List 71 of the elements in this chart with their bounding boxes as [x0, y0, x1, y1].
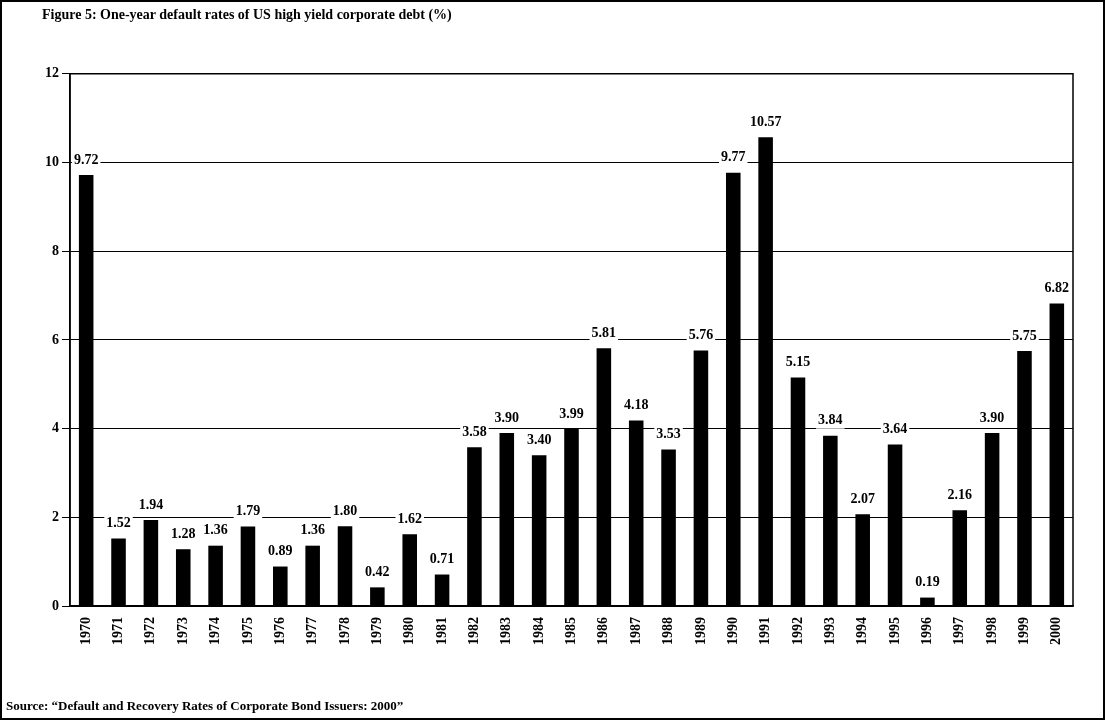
x-tick-label: 1992 [789, 617, 805, 645]
x-tick-label: 2000 [1048, 617, 1064, 645]
data-label: 0.19 [915, 574, 940, 590]
x-tick-label: 1996 [919, 617, 935, 645]
data-label: 3.58 [462, 423, 487, 439]
data-label: 3.90 [979, 409, 1005, 425]
chart-title: Figure 5: One-year default rates of US high yield corporate debt (%) [42, 7, 453, 24]
x-tick-label: 1995 [886, 617, 902, 645]
source-note: Source: “Default and Recovery Rates of Corporate Bond Issuers: 2000” [6, 698, 404, 714]
x-tick-label: 1985 [563, 617, 579, 645]
x-tick-label: 1974 [207, 617, 223, 645]
x-tick-label: 1986 [595, 617, 611, 645]
data-label: 1.79 [235, 503, 261, 519]
x-tick-label: 1998 [983, 617, 999, 645]
data-label: 1.62 [397, 510, 422, 526]
x-tick-label: 1979 [368, 617, 384, 645]
x-tick-label: 1991 [757, 617, 773, 645]
data-label: 2.07 [850, 490, 875, 506]
y-tick-label: 6 [52, 331, 59, 347]
data-label: 1.80 [332, 502, 358, 518]
data-label: 4.18 [623, 397, 649, 413]
x-tick-label: 1970 [77, 617, 93, 645]
x-tick-label: 1973 [174, 617, 190, 645]
x-tick-label: 1987 [627, 617, 643, 645]
data-label: 1.36 [203, 522, 228, 538]
x-tick-label: 1990 [724, 617, 740, 645]
x-tick-label: 1980 [401, 617, 417, 645]
data-label: 2.16 [947, 486, 973, 502]
data-label: 5.75 [1012, 327, 1037, 343]
data-label: 3.64 [882, 421, 908, 437]
data-label: 1.94 [138, 496, 164, 512]
x-tick-label: 1997 [951, 617, 967, 645]
data-label: 0.89 [268, 543, 293, 559]
data-label: 0.71 [429, 551, 455, 567]
data-label: 3.90 [494, 409, 520, 425]
data-label: 5.15 [785, 354, 811, 370]
x-tick-label: 1975 [239, 617, 255, 645]
y-tick-label: 12 [45, 65, 59, 81]
x-tick-label: 1981 [433, 617, 449, 645]
data-label: 1.52 [106, 515, 131, 531]
x-tick-label: 1989 [692, 617, 708, 645]
data-label: 1.28 [170, 525, 196, 541]
x-tick-label: 1983 [498, 617, 514, 645]
y-tick-label: 0 [52, 597, 59, 613]
x-tick-label: 1984 [530, 617, 546, 645]
x-tick-label: 1982 [466, 617, 482, 645]
data-label: 9.77 [721, 149, 746, 165]
data-label: 9.72 [73, 151, 99, 167]
data-label: 5.76 [688, 327, 714, 343]
data-label: 3.53 [656, 426, 681, 442]
y-tick-label: 10 [45, 154, 59, 170]
x-tick-label: 1977 [304, 617, 320, 645]
x-tick-label: 1978 [336, 617, 352, 645]
x-tick-label: 1971 [110, 617, 126, 645]
y-tick-label: 8 [52, 242, 59, 258]
data-label: 3.84 [818, 412, 843, 428]
x-tick-label: 1994 [854, 617, 870, 645]
x-tick-label: 1972 [142, 617, 158, 645]
data-label: 3.40 [526, 431, 552, 447]
data-label: 0.42 [365, 563, 390, 579]
x-tick-label: 1993 [821, 617, 837, 645]
y-tick-label: 4 [52, 420, 59, 436]
x-tick-label: 1999 [1016, 617, 1032, 645]
y-tick-label: 2 [52, 508, 59, 524]
data-label: 1.36 [300, 522, 325, 538]
data-label: 5.81 [591, 324, 617, 340]
data-label: 6.82 [1044, 280, 1070, 296]
data-label: 3.99 [559, 405, 584, 421]
data-label: 10.57 [749, 113, 782, 129]
x-tick-label: 1988 [660, 617, 676, 645]
x-tick-label: 1976 [271, 617, 287, 645]
